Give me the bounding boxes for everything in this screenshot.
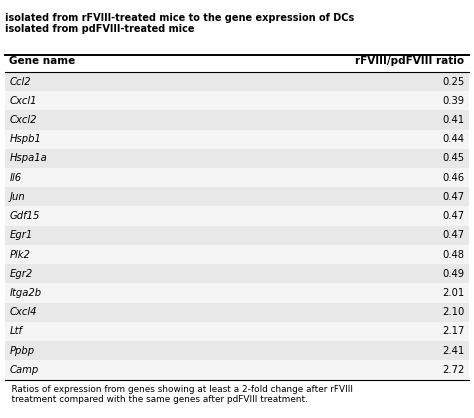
Bar <box>5 72 469 91</box>
Text: 0.45: 0.45 <box>442 153 465 163</box>
Text: rFVIII/pdFVIII ratio: rFVIII/pdFVIII ratio <box>356 56 465 66</box>
Bar <box>5 168 469 187</box>
Text: Gene name: Gene name <box>9 56 76 66</box>
Text: 0.47: 0.47 <box>442 230 465 240</box>
Bar <box>5 245 469 264</box>
Text: 0.25: 0.25 <box>442 76 465 87</box>
Bar <box>5 264 469 283</box>
Text: Cxcl1: Cxcl1 <box>9 96 37 106</box>
Text: 0.39: 0.39 <box>442 96 465 106</box>
Text: Ratios of expression from genes showing at least a 2-fold change after rFVIII
  : Ratios of expression from genes showing … <box>0 385 353 404</box>
Text: Gdf15: Gdf15 <box>9 211 40 221</box>
Text: 2.41: 2.41 <box>442 346 465 356</box>
Text: Camp: Camp <box>9 365 39 375</box>
Text: Egr1: Egr1 <box>9 230 33 240</box>
Text: Jun: Jun <box>9 192 25 202</box>
Text: 0.46: 0.46 <box>442 173 465 183</box>
Text: 2.10: 2.10 <box>442 307 465 317</box>
Text: 2.17: 2.17 <box>442 326 465 336</box>
Text: 2.72: 2.72 <box>442 365 465 375</box>
Text: Egr2: Egr2 <box>9 269 33 279</box>
Text: 0.44: 0.44 <box>443 134 465 144</box>
Text: 2.01: 2.01 <box>442 288 465 298</box>
Text: 0.48: 0.48 <box>443 250 465 260</box>
Bar <box>5 187 469 206</box>
Text: 0.41: 0.41 <box>442 115 465 125</box>
Text: Ppbp: Ppbp <box>9 346 35 356</box>
Bar <box>5 322 469 341</box>
Bar <box>5 226 469 245</box>
Text: Hspb1: Hspb1 <box>9 134 41 144</box>
Text: 0.49: 0.49 <box>442 269 465 279</box>
Text: 0.47: 0.47 <box>442 211 465 221</box>
Bar <box>5 303 469 322</box>
Bar <box>5 110 469 130</box>
Text: Plk2: Plk2 <box>9 250 30 260</box>
Text: Hspa1a: Hspa1a <box>9 153 47 163</box>
Bar <box>5 360 469 380</box>
Text: 0.47: 0.47 <box>442 192 465 202</box>
Text: Il6: Il6 <box>9 173 22 183</box>
Bar <box>5 91 469 110</box>
Bar <box>5 283 469 303</box>
Text: Cxcl4: Cxcl4 <box>9 307 37 317</box>
Bar <box>5 130 469 149</box>
Text: Ltf: Ltf <box>9 326 22 336</box>
Text: Itga2b: Itga2b <box>9 288 42 298</box>
Bar <box>5 149 469 168</box>
Text: Ccl2: Ccl2 <box>9 76 31 87</box>
Text: isolated from rFVIII-treated mice to the gene expression of DCs
isolated from pd: isolated from rFVIII-treated mice to the… <box>5 13 354 34</box>
Text: Cxcl2: Cxcl2 <box>9 115 37 125</box>
Bar <box>5 206 469 226</box>
Bar <box>5 341 469 360</box>
